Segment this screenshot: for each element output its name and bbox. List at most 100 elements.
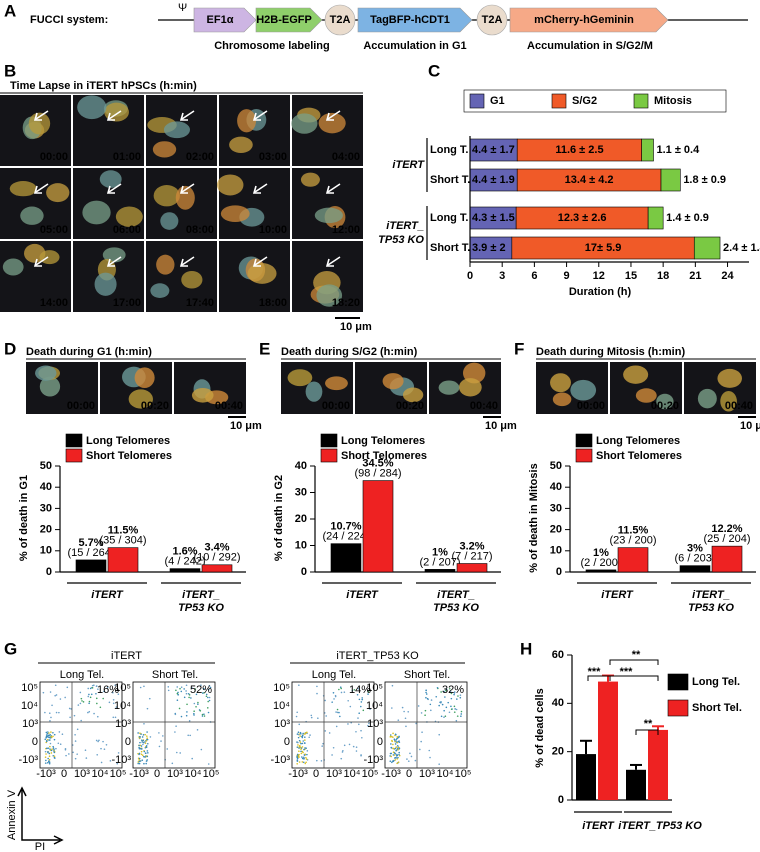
- group-label: iTERT_TP53 KO: [336, 650, 419, 662]
- flow-dot: [47, 757, 49, 760]
- y-tick-label: 0: [46, 566, 52, 578]
- flow-dot: [358, 698, 361, 701]
- flow-dot: [48, 761, 51, 763]
- group-label: iTERT: [346, 589, 379, 601]
- cell: [635, 388, 657, 403]
- arrow-head: [325, 258, 334, 267]
- flow-dot: [88, 702, 90, 705]
- flow-dot: [298, 753, 300, 756]
- flow-dot: [141, 754, 144, 757]
- flow-dot: [66, 686, 69, 689]
- panel-title: Death during S/G2 (h:min): [281, 346, 418, 358]
- flow-dot: [144, 741, 146, 743]
- count-label: (2 / 200): [581, 557, 622, 569]
- legend-swatch: [469, 93, 485, 109]
- time-label: 00:20: [141, 400, 169, 412]
- nucleus: [77, 95, 107, 120]
- panel-title: Death during Mitosis (h:min): [536, 346, 685, 358]
- flow-dot: [323, 712, 326, 714]
- time-label: 00:40: [215, 400, 243, 412]
- significance-bracket: [609, 659, 659, 665]
- flow-dot: [50, 735, 52, 738]
- flow-dot: [45, 740, 48, 742]
- flow-dot: [397, 756, 399, 759]
- flow-dot: [146, 737, 148, 739]
- legend-swatch: [575, 448, 593, 463]
- flow-dot: [300, 756, 303, 758]
- flow-dot: [304, 753, 307, 756]
- flow-dot: [46, 732, 49, 735]
- time-label: 03:00: [259, 151, 287, 163]
- flow-dot: [209, 686, 212, 689]
- flow-dot: [205, 693, 208, 696]
- flow-dot: [187, 692, 190, 695]
- flow-dot: [142, 739, 145, 742]
- construct-element: [476, 4, 508, 36]
- flow-dot: [158, 732, 160, 734]
- flow-tick: 10⁵: [455, 768, 472, 780]
- flow-dot: [425, 696, 427, 699]
- flow-dot: [179, 752, 181, 754]
- flow-dot: [306, 750, 309, 752]
- flow-tick: 10⁵: [362, 768, 379, 780]
- flow-dot: [309, 734, 311, 736]
- y-axis-label: % of death in G2: [273, 475, 285, 561]
- flow-dot: [296, 755, 298, 758]
- flow-dot: [394, 739, 396, 742]
- flow-dot: [456, 715, 459, 717]
- flow-dot: [147, 752, 149, 754]
- panel-label: E: [259, 339, 270, 358]
- panel-title: Death during G1 (h:min): [26, 346, 152, 358]
- flow-dot: [392, 754, 395, 756]
- flow-dot: [49, 733, 51, 736]
- flow-dot: [143, 685, 145, 688]
- micrograph: [684, 362, 756, 414]
- flow-dot: [302, 732, 304, 735]
- flow-dot: [324, 699, 326, 702]
- flow-dot: [48, 752, 51, 755]
- flow-dot: [453, 693, 455, 696]
- flow-tick: 10⁴: [366, 700, 383, 712]
- element-label: H2B-EGFP: [256, 14, 312, 26]
- flow-dot: [140, 748, 143, 750]
- value-label: 3.2%: [459, 540, 484, 552]
- flow-dot: [394, 740, 396, 743]
- flow-dot: [51, 748, 53, 750]
- flow-dot: [301, 761, 304, 763]
- arrow: [35, 110, 49, 120]
- annotation: Accumulation in G1: [363, 40, 466, 52]
- flow-dot: [360, 701, 363, 703]
- y-tick-label: 40: [295, 460, 307, 472]
- flow-dot: [440, 691, 442, 693]
- flow-dot: [193, 702, 196, 705]
- flow-dot: [348, 743, 351, 746]
- flow-dot: [200, 684, 202, 686]
- nucleus: [229, 136, 253, 153]
- x-tick-label: 15: [625, 270, 637, 282]
- arrow: [35, 256, 49, 266]
- flow-dot: [146, 707, 149, 710]
- category-label: Short T.: [430, 242, 470, 254]
- flow-dot: [185, 692, 188, 695]
- flow-dot: [114, 684, 116, 686]
- group-label: TP53 KO: [378, 234, 424, 246]
- legend-label: Short Telomeres: [341, 450, 427, 462]
- flow-dot: [193, 712, 195, 715]
- value-label: 11.6 ± 2.5: [555, 144, 603, 156]
- cell: [128, 389, 153, 409]
- flow-dot: [199, 709, 202, 712]
- flow-dot: [70, 708, 72, 710]
- flow-dot: [207, 696, 209, 699]
- flow-dot: [414, 759, 417, 762]
- cell: [552, 392, 572, 407]
- value-label: 34.5%: [362, 457, 393, 469]
- value-label: 3.9 ± 2: [472, 242, 506, 254]
- flow-dot: [343, 691, 346, 693]
- group-label: iTERT_: [386, 220, 424, 232]
- flow-dot: [88, 693, 90, 696]
- flow-dot: [406, 758, 408, 760]
- panel-label: G: [4, 639, 17, 658]
- flow-dot: [112, 702, 115, 705]
- flow-dot: [368, 722, 370, 725]
- flow-dot: [396, 744, 399, 747]
